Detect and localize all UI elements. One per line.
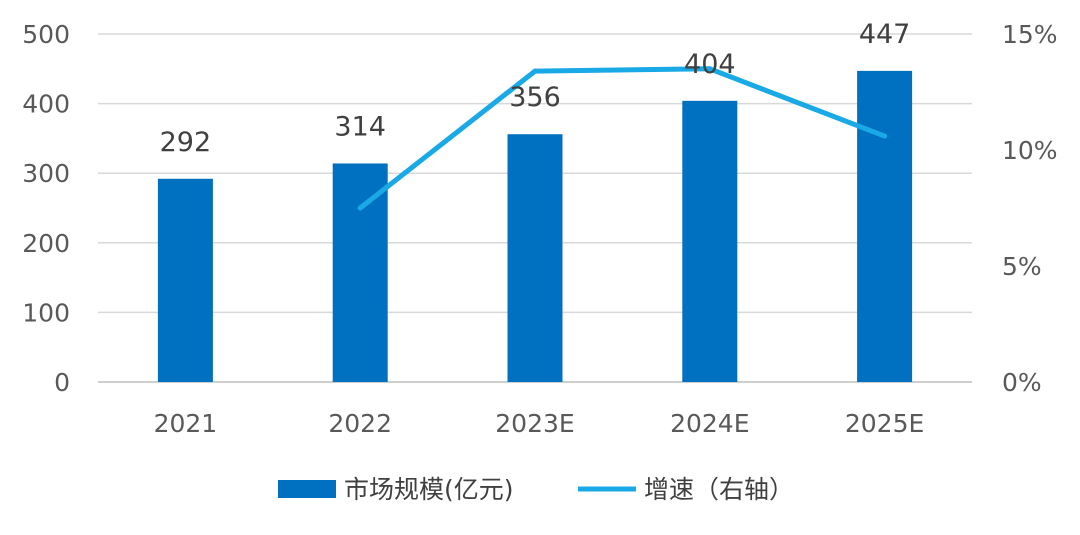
left-y-axis: 0 100 200 300 400 500 [22,20,70,397]
bar [332,163,388,382]
y-right-tick-label: 15% [1002,20,1058,49]
y-left-tick-label: 500 [22,20,70,49]
legend-label-bar: 市场规模(亿元) [344,475,514,504]
y-right-tick-label: 0% [1002,368,1042,397]
y-right-tick-label: 10% [1002,136,1058,165]
bar-value-label: 404 [684,49,736,80]
data-labels: 292 314 356 404 447 [160,19,911,158]
right-y-axis: 0% 5% 10% 15% [1002,20,1058,397]
y-left-tick-label: 300 [22,159,70,188]
x-tick-label: 2022 [328,409,392,438]
growth-point [357,205,363,211]
x-tick-label: 2023E [495,409,574,438]
x-tick-label: 2021 [154,409,218,438]
growth-point [532,68,538,74]
bar [157,178,213,382]
y-right-tick-label: 5% [1002,252,1042,281]
legend-swatch-bar [278,480,336,498]
bar-value-label: 447 [859,19,911,50]
bar [507,134,563,382]
bars [157,70,913,382]
x-tick-label: 2024E [670,409,749,438]
bar-value-label: 356 [509,82,561,113]
x-tick-label: 2025E [845,409,924,438]
growth-point [882,133,888,139]
bar-value-label: 314 [334,111,386,142]
y-left-tick-label: 400 [22,90,70,119]
legend-label-line: 增速（右轴） [644,475,794,504]
legend: 市场规模(亿元) 增速（右轴） [278,475,794,504]
y-left-tick-label: 200 [22,229,70,258]
y-left-tick-label: 100 [22,298,70,327]
y-left-tick-label: 0 [54,368,70,397]
bar [682,100,738,382]
x-axis: 2021 2022 2023E 2024E 2025E [154,409,925,438]
growth-line-path [357,66,888,211]
bar [857,70,913,382]
growth-line [357,66,888,211]
growth-point [707,66,713,72]
bar-value-label: 292 [160,127,212,158]
